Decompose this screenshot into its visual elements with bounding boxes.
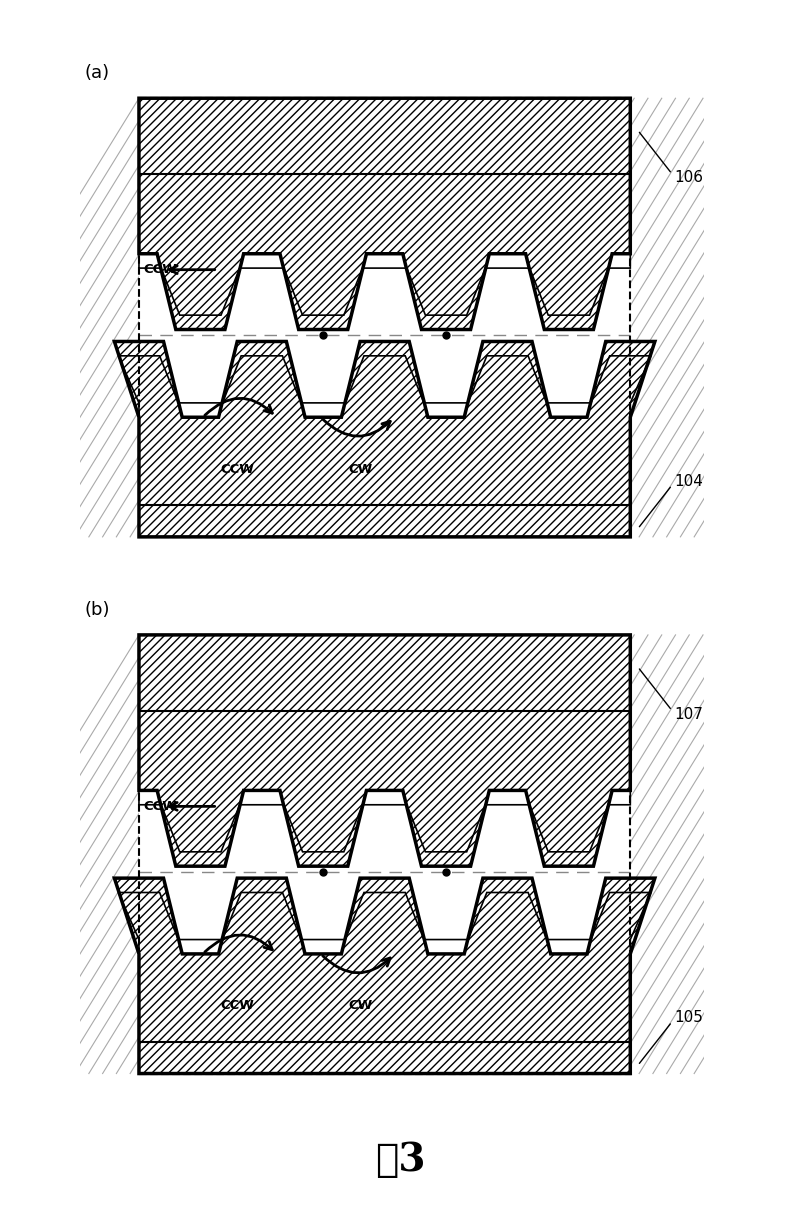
Text: 105: 105 bbox=[674, 1011, 703, 1025]
Text: 图3: 图3 bbox=[374, 1141, 426, 1179]
Polygon shape bbox=[139, 98, 630, 329]
Text: (b): (b) bbox=[85, 601, 110, 619]
Text: CCW: CCW bbox=[144, 800, 178, 813]
Bar bbox=[139, 174, 630, 505]
Polygon shape bbox=[139, 634, 630, 866]
Text: (a): (a) bbox=[85, 64, 110, 82]
Text: 107: 107 bbox=[674, 707, 703, 722]
Text: CCW: CCW bbox=[144, 263, 178, 276]
Text: CW: CW bbox=[348, 1000, 372, 1012]
Bar bbox=[139, 634, 630, 1073]
Text: CW: CW bbox=[348, 463, 372, 475]
Bar bbox=[139, 98, 630, 537]
Text: CCW: CCW bbox=[220, 463, 254, 475]
Polygon shape bbox=[114, 341, 655, 537]
Text: CCW: CCW bbox=[220, 1000, 254, 1012]
Polygon shape bbox=[114, 878, 655, 1073]
Bar bbox=[139, 710, 630, 1042]
Text: 106: 106 bbox=[674, 170, 703, 186]
Text: 104: 104 bbox=[674, 474, 703, 488]
